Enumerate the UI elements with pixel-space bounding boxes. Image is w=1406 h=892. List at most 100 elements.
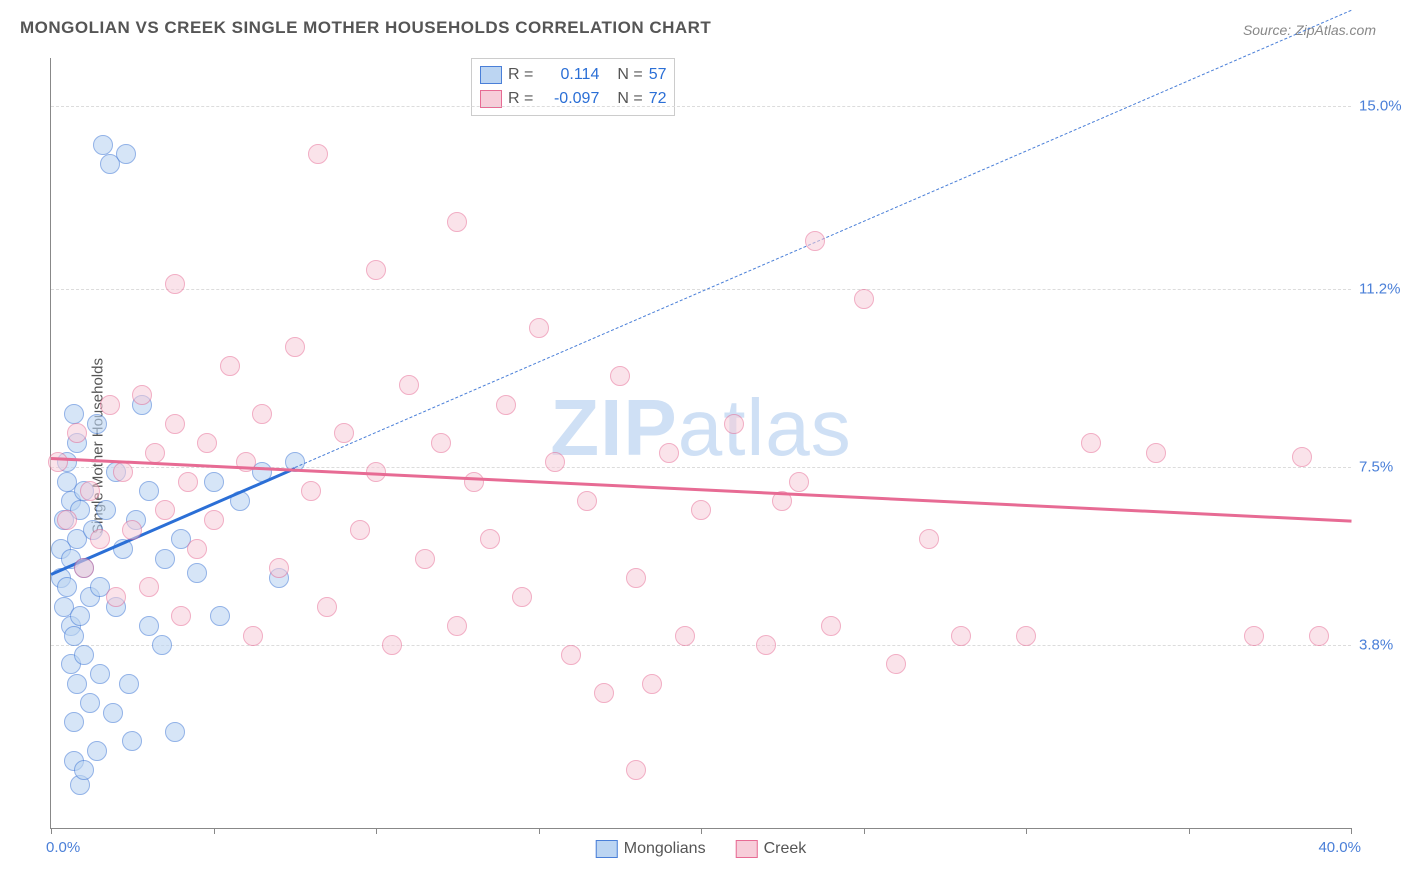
scatter-point <box>464 472 484 492</box>
scatter-point <box>87 414 107 434</box>
scatter-point <box>64 626 84 646</box>
legend-label: Mongolians <box>624 840 706 858</box>
watermark-logo: ZIPatlas <box>550 382 851 474</box>
scatter-point <box>626 568 646 588</box>
scatter-point <box>152 635 172 655</box>
y-tick-label: 7.5% <box>1359 459 1406 476</box>
scatter-point <box>285 337 305 357</box>
scatter-point <box>67 423 87 443</box>
x-tick-mark <box>214 828 215 834</box>
scatter-point <box>165 414 185 434</box>
scatter-point <box>155 500 175 520</box>
scatter-point <box>210 606 230 626</box>
scatter-point <box>116 144 136 164</box>
scatter-point <box>155 549 175 569</box>
scatter-point <box>496 395 516 415</box>
scatter-point <box>93 135 113 155</box>
scatter-point <box>100 395 120 415</box>
scatter-point <box>789 472 809 492</box>
scatter-point <box>64 404 84 424</box>
legend-row: R =0.114N =57 <box>480 63 666 87</box>
x-tick-mark <box>701 828 702 834</box>
scatter-point <box>399 375 419 395</box>
scatter-point <box>334 423 354 443</box>
scatter-point <box>350 520 370 540</box>
scatter-point <box>132 385 152 405</box>
scatter-point <box>301 481 321 501</box>
scatter-point <box>561 645 581 665</box>
scatter-point <box>756 635 776 655</box>
scatter-point <box>447 616 467 636</box>
scatter-point <box>886 654 906 674</box>
x-tick-mark <box>1351 828 1352 834</box>
scatter-point <box>1292 447 1312 467</box>
legend-n-label: N = <box>617 66 642 84</box>
scatter-point <box>90 664 110 684</box>
scatter-point <box>70 606 90 626</box>
scatter-point <box>139 481 159 501</box>
scatter-point <box>1016 626 1036 646</box>
scatter-point <box>805 231 825 251</box>
scatter-point <box>74 645 94 665</box>
y-tick-label: 11.2% <box>1359 281 1406 298</box>
scatter-point <box>122 731 142 751</box>
scatter-point <box>594 683 614 703</box>
scatter-point <box>80 481 100 501</box>
scatter-point <box>119 674 139 694</box>
scatter-point <box>431 433 451 453</box>
scatter-point <box>854 289 874 309</box>
scatter-point <box>480 529 500 549</box>
scatter-point <box>139 616 159 636</box>
scatter-point <box>197 433 217 453</box>
scatter-point <box>165 274 185 294</box>
gridline-horizontal <box>51 106 1351 107</box>
legend-swatch <box>480 66 502 84</box>
scatter-point <box>1081 433 1101 453</box>
scatter-point <box>96 500 116 520</box>
scatter-point <box>529 318 549 338</box>
scatter-point <box>57 577 77 597</box>
scatter-point <box>919 529 939 549</box>
scatter-point <box>626 760 646 780</box>
scatter-point <box>577 491 597 511</box>
scatter-point <box>204 472 224 492</box>
x-tick-mark <box>1026 828 1027 834</box>
scatter-point <box>106 587 126 607</box>
scatter-point <box>187 539 207 559</box>
scatter-point <box>165 722 185 742</box>
x-tick-mark <box>864 828 865 834</box>
scatter-point <box>951 626 971 646</box>
scatter-point <box>447 212 467 232</box>
scatter-point <box>308 144 328 164</box>
scatter-point <box>415 549 435 569</box>
scatter-point <box>171 606 191 626</box>
legend-label: Creek <box>764 840 807 858</box>
scatter-point <box>317 597 337 617</box>
legend-n-value: 57 <box>649 66 667 84</box>
scatter-point <box>67 674 87 694</box>
gridline-horizontal <box>51 645 1351 646</box>
scatter-point <box>74 558 94 578</box>
scatter-point <box>366 260 386 280</box>
scatter-point <box>1244 626 1264 646</box>
scatter-point <box>187 563 207 583</box>
scatter-point <box>204 510 224 530</box>
scatter-point <box>1309 626 1329 646</box>
legend-r-label: R = <box>508 66 533 84</box>
legend-swatch <box>736 840 758 858</box>
x-tick-mark <box>1189 828 1190 834</box>
scatter-point <box>1146 443 1166 463</box>
scatter-point <box>80 693 100 713</box>
scatter-point <box>90 529 110 549</box>
scatter-point <box>675 626 695 646</box>
scatter-point <box>382 635 402 655</box>
scatter-point <box>610 366 630 386</box>
scatter-point <box>252 404 272 424</box>
legend-row: R =-0.097N =72 <box>480 87 666 111</box>
scatter-plot-area: ZIPatlas R =0.114N =57R =-0.097N =72 Mon… <box>50 58 1351 829</box>
scatter-point <box>74 760 94 780</box>
legend-item: Creek <box>736 840 807 858</box>
scatter-point <box>113 462 133 482</box>
chart-title: MONGOLIAN VS CREEK SINGLE MOTHER HOUSEHO… <box>20 18 711 38</box>
scatter-point <box>220 356 240 376</box>
